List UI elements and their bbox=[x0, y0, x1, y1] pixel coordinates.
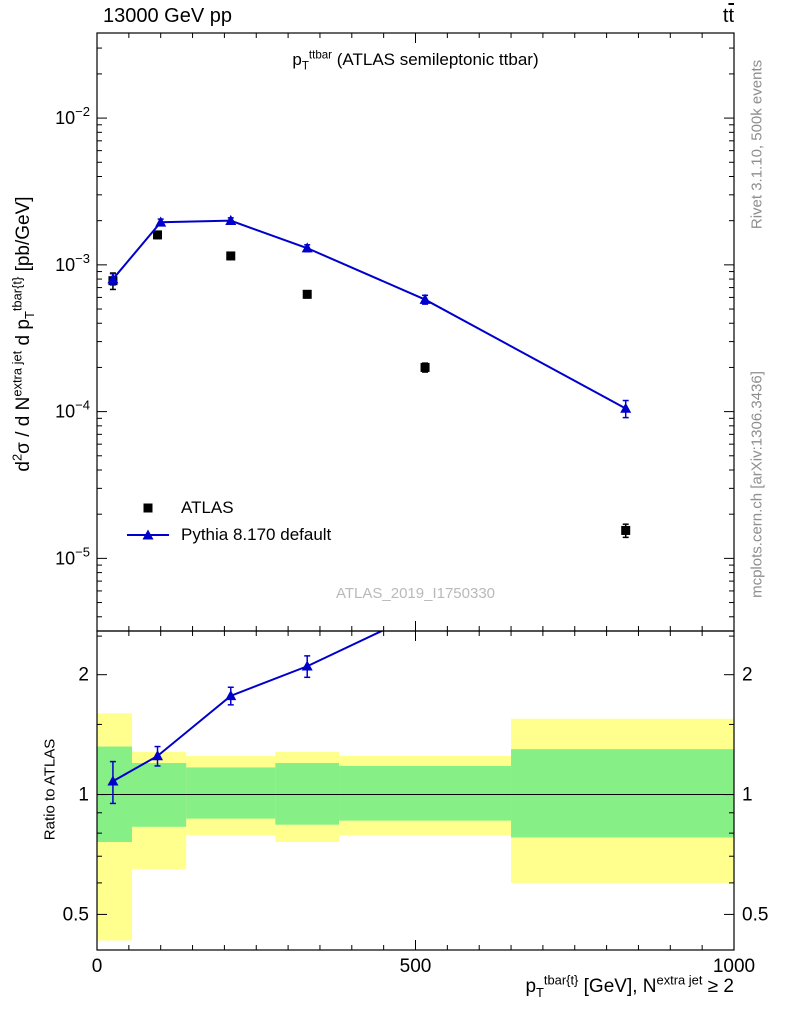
atlas-marker-icon bbox=[143, 503, 153, 512]
svg-text:2: 2 bbox=[78, 665, 89, 686]
legend-item-pythia: Pythia 8.170 default bbox=[125, 521, 331, 548]
main-y-axis-title: d2σ / d Nextra jet d pTtbar{t} [pb/GeV] bbox=[9, 196, 37, 472]
x-axis-title: pTtbar{t} [GeV], Nextra jet ≥ 2 bbox=[525, 972, 734, 1000]
process-label: tt bbox=[722, 5, 734, 27]
svg-text:1: 1 bbox=[742, 785, 753, 806]
analysis-id-watermark: ATLAS_2019_I1750330 bbox=[335, 585, 496, 602]
svg-text:10−2: 10−2 bbox=[55, 104, 90, 128]
svg-text:2: 2 bbox=[742, 665, 753, 686]
svg-text:0.5: 0.5 bbox=[742, 904, 768, 925]
ratio-y-axis-title: Ratio to ATLAS bbox=[41, 738, 59, 841]
legend-label-atlas: ATLAS bbox=[181, 497, 234, 517]
svg-text:1: 1 bbox=[78, 785, 89, 806]
observable-title: pTttbar (ATLAS semileptonic ttbar) bbox=[292, 49, 539, 73]
legend: ATLAS Pythia 8.170 default bbox=[125, 494, 331, 548]
svg-text:0: 0 bbox=[92, 956, 103, 977]
svg-text:1000: 1000 bbox=[713, 956, 755, 977]
mcplots-credit-label: mcplots.cern.ch [arXiv:1306.3436] bbox=[748, 371, 766, 598]
svg-text:500: 500 bbox=[400, 956, 432, 977]
rivet-version-label: Rivet 3.1.10, 500k events bbox=[748, 59, 766, 230]
legend-item-atlas: ATLAS bbox=[125, 494, 331, 521]
svg-text:10−4: 10−4 bbox=[55, 398, 90, 422]
svg-text:0.5: 0.5 bbox=[63, 904, 89, 925]
beam-energy-label: 13000 GeV pp bbox=[103, 5, 232, 27]
pythia-marker-icon bbox=[127, 529, 169, 539]
svg-text:10−5: 10−5 bbox=[55, 544, 90, 568]
svg-text:10−3: 10−3 bbox=[55, 251, 90, 275]
legend-label-pythia: Pythia 8.170 default bbox=[181, 524, 332, 544]
